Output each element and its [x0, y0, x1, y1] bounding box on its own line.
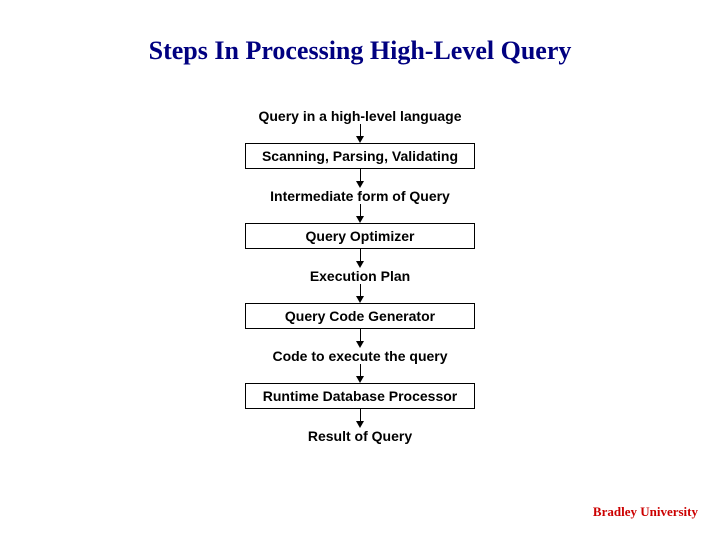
flow-text: Execution Plan [310, 268, 410, 284]
flow-text: Result of Query [308, 428, 412, 444]
flow-box: Scanning, Parsing, Validating [245, 143, 475, 169]
arrow-down-icon [356, 249, 364, 268]
flow-text: Code to execute the query [272, 348, 447, 364]
flow-box: Query Optimizer [245, 223, 475, 249]
flow-text: Intermediate form of Query [270, 188, 450, 204]
flow-text: Query in a high-level language [258, 108, 461, 124]
flowchart: Query in a high-level language Scanning, … [0, 108, 720, 444]
flow-box: Query Code Generator [245, 303, 475, 329]
arrow-down-icon [356, 329, 364, 348]
page-title: Steps In Processing High-Level Query [0, 36, 720, 66]
arrow-down-icon [356, 284, 364, 303]
arrow-down-icon [356, 169, 364, 188]
arrow-down-icon [356, 409, 364, 428]
arrow-down-icon [356, 124, 364, 143]
footer-branding: Bradley University [593, 504, 698, 520]
arrow-down-icon [356, 364, 364, 383]
flow-box: Runtime Database Processor [245, 383, 475, 409]
arrow-down-icon [356, 204, 364, 223]
